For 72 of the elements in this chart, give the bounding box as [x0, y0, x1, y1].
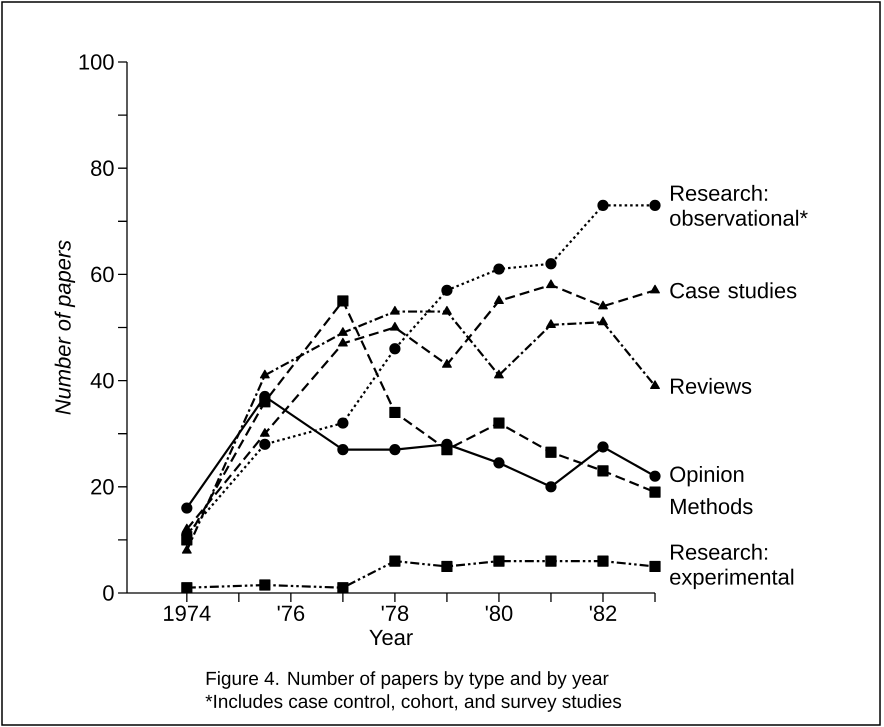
- point: [389, 444, 401, 456]
- point: [494, 370, 504, 378]
- x-tick-label: '76: [278, 606, 304, 622]
- series-label: Research: experimental: [670, 544, 794, 590]
- point: [390, 306, 400, 315]
- series-label: Research: observational*: [670, 184, 808, 226]
- point: [545, 481, 557, 492]
- point: [597, 556, 609, 567]
- point: [389, 406, 401, 418]
- caption: Figure 4. Number of papers by type and by year: [206, 671, 609, 689]
- y-tick-label: 60: [91, 266, 114, 282]
- point: [649, 200, 661, 211]
- point: [259, 579, 270, 591]
- y-tick-label: 0: [103, 585, 114, 601]
- point: [493, 556, 505, 567]
- text: *Includes case control, cohort, and survey studies: [206, 694, 622, 712]
- point: [181, 582, 192, 594]
- y-tick-label: 40: [90, 372, 114, 388]
- y-tick-label: 100: [80, 54, 114, 70]
- point: [546, 279, 556, 288]
- point: [259, 396, 270, 408]
- point: [337, 582, 348, 594]
- point: [181, 502, 192, 514]
- point: [338, 338, 348, 347]
- point: [441, 560, 453, 572]
- point: [493, 263, 505, 275]
- point: [442, 306, 452, 315]
- point: [337, 444, 348, 456]
- point: [442, 359, 452, 368]
- point: [598, 300, 608, 310]
- point: [260, 428, 270, 437]
- point: [337, 417, 348, 429]
- point: [649, 470, 661, 482]
- y-tick-label: 80: [91, 160, 114, 176]
- point: [389, 343, 401, 354]
- point: [337, 295, 348, 307]
- y-axis-title: Number of papers: [54, 240, 76, 415]
- point: [597, 465, 609, 476]
- point: [260, 370, 270, 378]
- point: [494, 295, 504, 304]
- point: [597, 441, 609, 453]
- x-tick-label: '82: [590, 606, 616, 622]
- x-tick-label: '78: [382, 606, 408, 622]
- point: [545, 556, 557, 567]
- point: [182, 544, 192, 554]
- point: [545, 258, 557, 270]
- point: [649, 486, 661, 498]
- point: [338, 327, 348, 336]
- y-tick-label: 20: [91, 479, 114, 495]
- point: [182, 524, 192, 532]
- point: [546, 319, 556, 328]
- point: [545, 446, 557, 458]
- point: [650, 380, 660, 390]
- point: [493, 457, 505, 468]
- point: [650, 284, 660, 294]
- point: [389, 556, 401, 567]
- point: [390, 322, 400, 331]
- point: [598, 316, 608, 326]
- series-label: Opinion: [670, 466, 744, 486]
- series-label: Reviews: [671, 378, 752, 394]
- point: [597, 200, 609, 211]
- series-label: Case studies: [670, 282, 796, 298]
- point: [441, 444, 453, 456]
- point: [493, 417, 505, 429]
- point: [259, 438, 270, 450]
- point: [441, 284, 453, 296]
- x-axis-title: Year: [369, 630, 413, 646]
- x-tick-label: '80: [486, 606, 512, 622]
- x-tick-label: 1974: [164, 606, 211, 622]
- series-label: Methods: [671, 498, 752, 514]
- point: [181, 534, 192, 546]
- point: [649, 560, 661, 572]
